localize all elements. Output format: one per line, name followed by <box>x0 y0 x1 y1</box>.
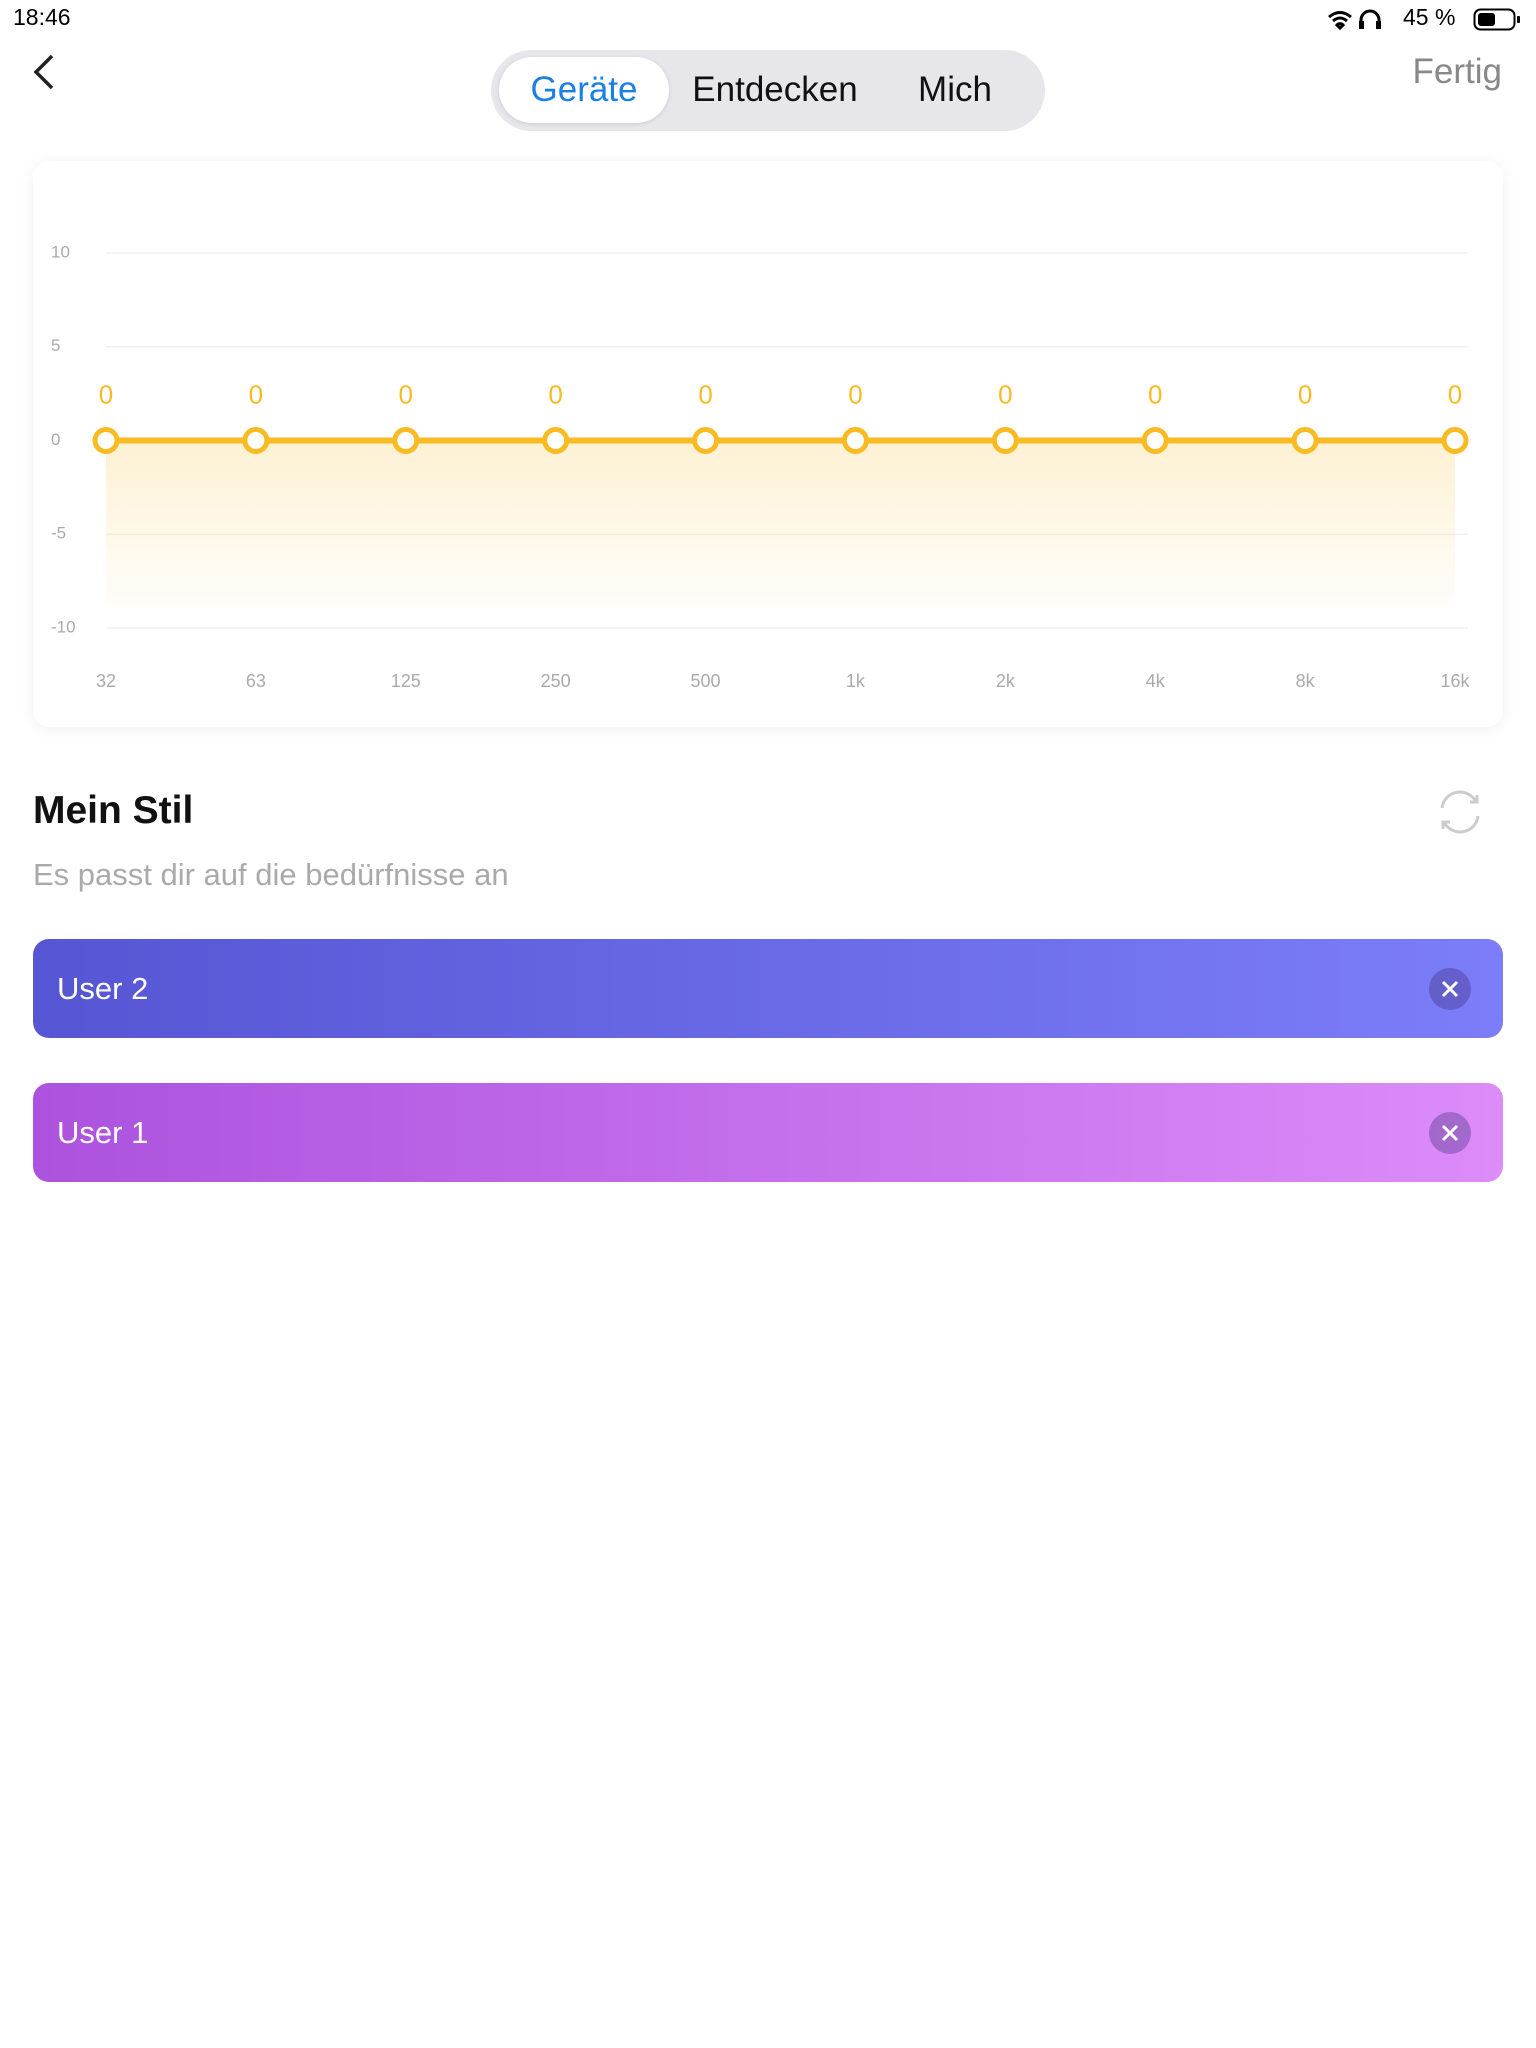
value-label: 0 <box>1448 379 1462 409</box>
point <box>92 427 120 454</box>
value-label: 0 <box>998 379 1012 409</box>
y-tick-label: -5 <box>51 524 66 543</box>
x-tick-label: 8k <box>1296 671 1316 691</box>
x-tick-label: 2k <box>996 671 1016 691</box>
point <box>1141 427 1169 454</box>
x-tick-label: 16k <box>1440 671 1470 691</box>
delete-button[interactable] <box>1429 968 1471 1010</box>
value-label: 0 <box>1148 379 1162 409</box>
back-button[interactable] <box>30 52 60 92</box>
value-label: 0 <box>99 379 113 409</box>
x-tick-label: 1k <box>846 671 866 691</box>
done-button[interactable]: Fertig <box>1412 52 1502 91</box>
point <box>1291 427 1319 454</box>
x-tick-label: 125 <box>391 671 421 691</box>
status-icons <box>1328 9 1381 31</box>
preset-item[interactable]: User 2 <box>33 939 1503 1038</box>
section-title: Mein Stil <box>33 789 194 832</box>
area <box>106 440 1455 608</box>
tab[interactable]: Mich <box>918 70 992 109</box>
x-tick-label: 63 <box>246 671 266 691</box>
y-tick-label: 5 <box>51 336 60 355</box>
point <box>242 427 270 454</box>
x-tick-label: 500 <box>691 671 721 691</box>
value-label: 0 <box>548 379 562 409</box>
y-tick-label: 10 <box>51 242 70 261</box>
section-subtitle: Es passt dir auf die bedürfnisse an <box>33 857 509 892</box>
value-label: 0 <box>399 379 413 409</box>
y-tick-label: 0 <box>51 430 60 449</box>
value-label: 0 <box>249 379 263 409</box>
point <box>991 427 1019 454</box>
status-battery: 45 % <box>1403 4 1456 30</box>
x-tick-label: 4k <box>1146 671 1166 691</box>
preset-item[interactable]: User 1 <box>33 1083 1503 1182</box>
value-label: 0 <box>698 379 712 409</box>
point <box>692 427 720 454</box>
point <box>392 427 420 454</box>
tab[interactable]: Geräte <box>499 57 669 123</box>
x-tick-label: 250 <box>541 671 571 691</box>
value-label: 0 <box>848 379 862 409</box>
eq-card: 10 5 0 -5 -10 32 63 125 250 500 1k 2k 4k 8k 16k 0 0 0 0 0 0 0… <box>33 161 1503 727</box>
status-time: 18:46 <box>13 4 71 30</box>
chart: 10 5 0 -5 -10 32 63 125 250 500 1k 2k 4k 8k 16k 0 0 0 0 0 0 0… <box>51 242 1471 691</box>
point <box>1441 427 1469 454</box>
y-tick-label: -10 <box>51 617 76 636</box>
point <box>841 427 869 454</box>
battery-icon <box>1473 8 1520 31</box>
reset-button[interactable] <box>1434 786 1486 838</box>
preset-label: User 2 <box>57 971 149 1006</box>
tab[interactable]: Entdecken <box>692 70 858 109</box>
delete-button[interactable] <box>1429 1112 1471 1154</box>
value-label: 0 <box>1298 379 1312 409</box>
preset-label: User 1 <box>57 1115 149 1150</box>
point <box>542 427 570 454</box>
x-tick-label: 32 <box>96 671 116 691</box>
segmented-control: Geräte Entdecken Mich <box>491 50 1045 131</box>
